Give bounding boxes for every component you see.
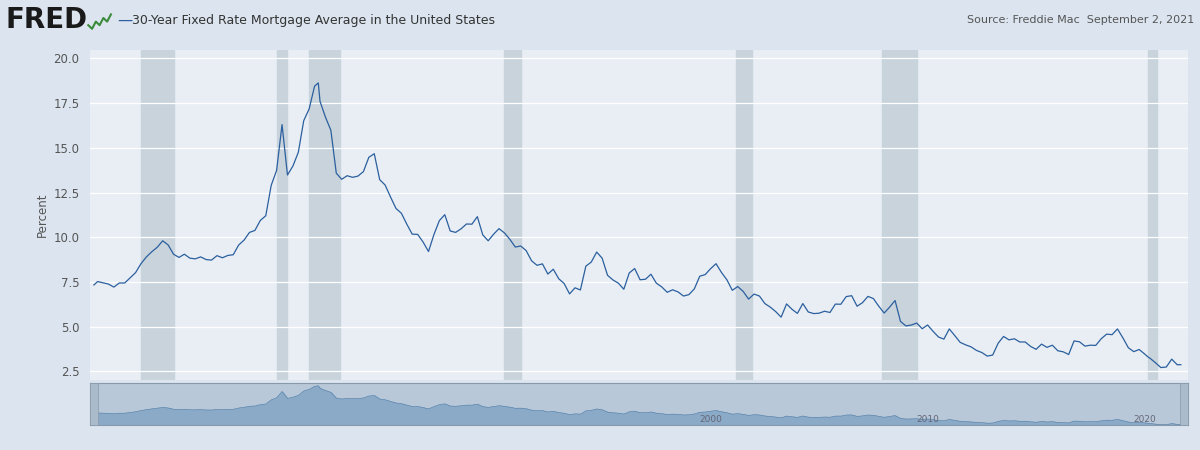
Text: 30-Year Fixed Rate Mortgage Average in the United States: 30-Year Fixed Rate Mortgage Average in t… [132, 14, 496, 27]
Text: Source: Freddie Mac  September 2, 2021: Source: Freddie Mac September 2, 2021 [967, 15, 1194, 25]
Text: 2020: 2020 [1133, 415, 1156, 424]
Bar [1181, 382, 1188, 425]
Text: FRED: FRED [6, 6, 88, 34]
Text: 2010: 2010 [916, 415, 940, 424]
Bar [277, 50, 288, 380]
Bar [310, 50, 340, 380]
Bar [736, 50, 752, 380]
Bar [90, 382, 97, 425]
Text: —: — [118, 13, 133, 28]
Bar [140, 50, 174, 380]
Bar [1148, 50, 1157, 380]
Bar [504, 50, 521, 380]
Y-axis label: Percent: Percent [36, 193, 49, 237]
Bar [882, 50, 917, 380]
Text: 2000: 2000 [700, 415, 722, 424]
